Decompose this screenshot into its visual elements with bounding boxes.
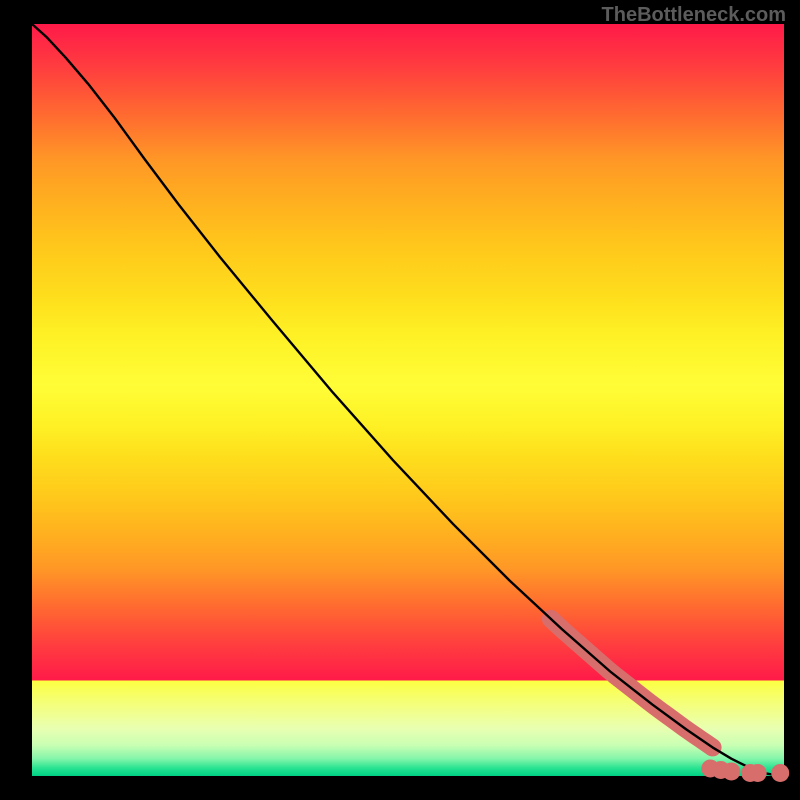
chart-container: TheBottleneck.com (0, 0, 800, 800)
watermark-text: TheBottleneck.com (602, 4, 786, 27)
plot-background (32, 24, 784, 776)
chart-svg (0, 0, 800, 800)
data-dot (722, 762, 740, 780)
data-dot (749, 764, 767, 782)
data-dot (771, 764, 789, 782)
